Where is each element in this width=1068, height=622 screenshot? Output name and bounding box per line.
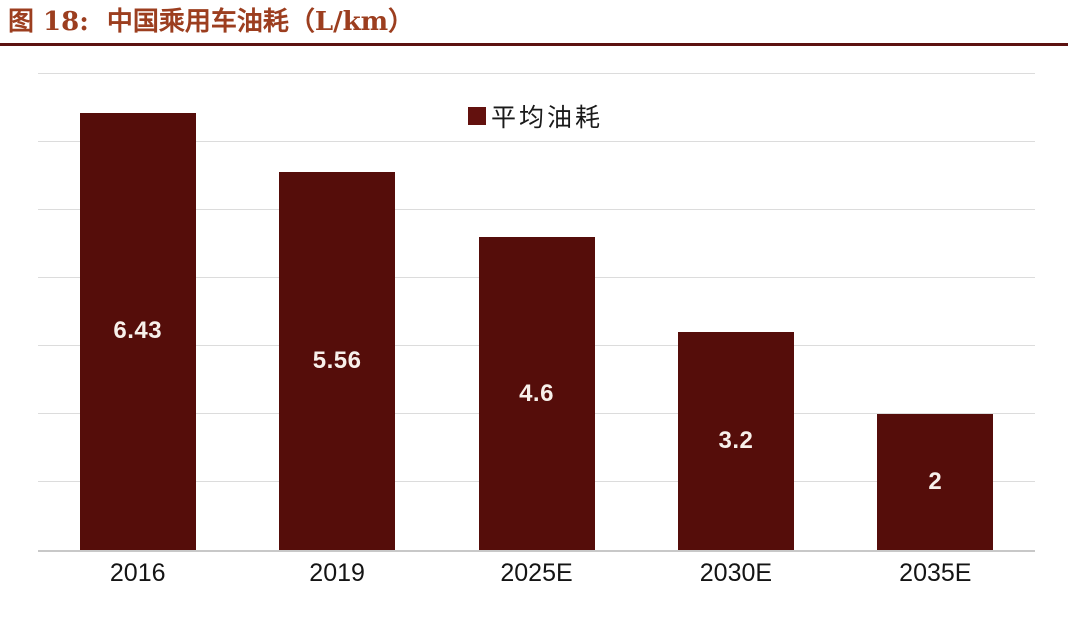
bar-value-label-2030E: 3.2 — [718, 427, 754, 455]
bar-value-label-2016: 6.43 — [113, 317, 163, 345]
gridline — [38, 73, 1035, 74]
bar-value-label-2025E: 4.6 — [519, 379, 554, 407]
bar-value-label-2035E: 2 — [928, 468, 943, 495]
bar-slot-2025E: 4.6 — [437, 74, 636, 550]
legend-label: 平均油耗 — [491, 103, 604, 132]
x-axis-labels: 2016 2019 2025E 2030E 2035E — [38, 558, 1035, 588]
bar-2025E: 4.6 — [478, 237, 595, 550]
x-axis-label-2016: 2016 — [109, 559, 166, 587]
bars-row: 6.43 5.56 4.6 3.2 2 — [38, 74, 1035, 550]
bar-slot-2030E: 3.2 — [636, 74, 835, 550]
bar-slot-2035E: 2 — [836, 74, 1035, 550]
x-axis-label-2035E: 2035E — [899, 559, 972, 587]
bar-chart-plot-area: 6.43 5.56 4.6 3.2 2 平均油耗 — [38, 73, 1035, 552]
x-axis-label-2019: 2019 — [309, 559, 365, 587]
x-axis-label-2030E: 2030E — [699, 559, 773, 587]
figure-number-label: 图 18: — [8, 7, 89, 37]
bar-2030E: 3.2 — [677, 332, 794, 550]
bar-slot-2016: 6.43 — [38, 74, 237, 550]
x-axis-line — [38, 550, 1035, 552]
figure-header: 图 18: 中国乘用车油耗（L/km） — [8, 6, 414, 38]
header-rule-divider — [0, 43, 1068, 46]
x-axis-label-2025E: 2025E — [500, 559, 573, 587]
bar-2019: 5.56 — [279, 171, 396, 550]
bar-2035E: 2 — [877, 414, 994, 550]
gridline — [38, 209, 1035, 210]
bar-slot-2019: 5.56 — [237, 74, 436, 550]
legend-swatch-icon — [468, 107, 486, 125]
chart-legend: 平均油耗 — [468, 98, 603, 134]
figure-title: 中国乘用车油耗（L/km） — [106, 7, 415, 37]
bar-2016: 6.43 — [79, 112, 196, 550]
bar-value-label-2019: 5.56 — [312, 346, 362, 374]
gridline — [38, 141, 1035, 142]
